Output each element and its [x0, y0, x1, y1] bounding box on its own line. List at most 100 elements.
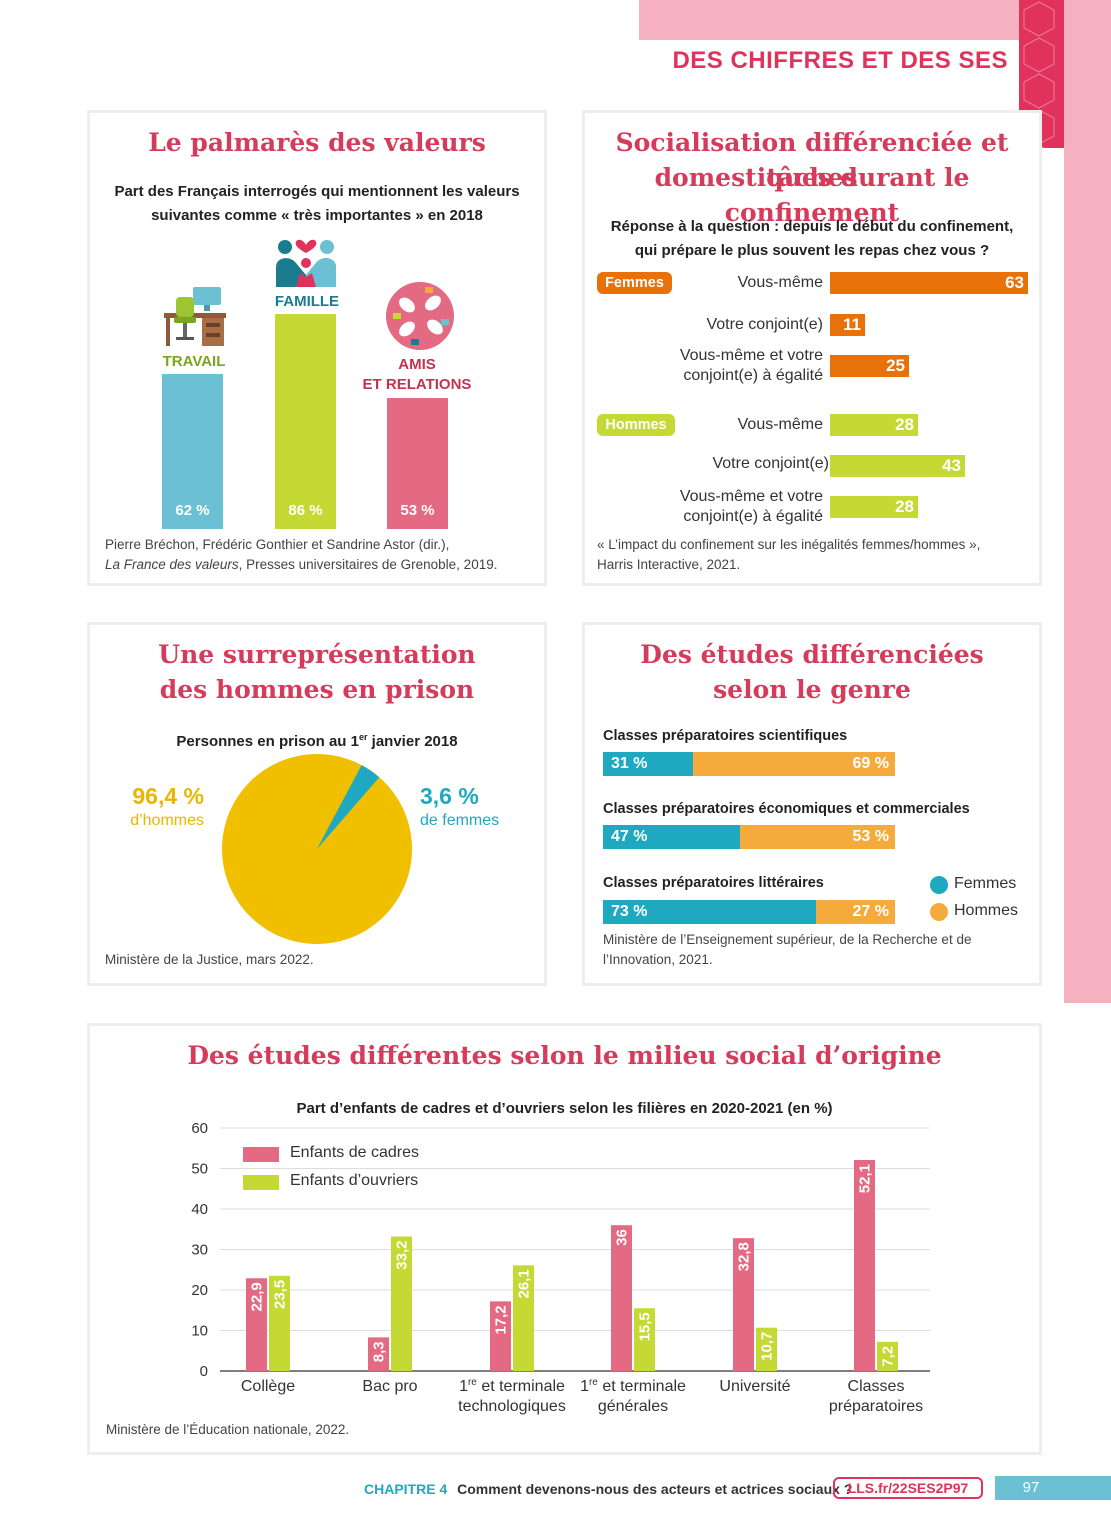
bar-famille	[275, 314, 336, 529]
cpge-eco-label: Classes préparatoires économiques et com…	[603, 801, 970, 817]
cpge-litteraires-hommes: 27 %	[816, 900, 895, 924]
panel-valeurs: Le palmarès des valeurs Part des Françai…	[87, 110, 547, 586]
femmes-vous-meme-label: Vous-même	[737, 274, 823, 291]
socialisation-title-line2: domestiques durant le confinement	[654, 163, 970, 227]
bar-cadres	[611, 1225, 632, 1371]
bar-value-label: 10,7	[759, 1332, 776, 1361]
footer-chapter-title: Comment devenons-nous des acteurs et act…	[457, 1481, 853, 1497]
women-label: de femmes	[420, 812, 500, 829]
prison-title-line2: des hommes en prison	[159, 675, 475, 704]
bar-ouvriers	[391, 1236, 412, 1371]
legend-hommes-label: Hommes	[954, 902, 1019, 919]
socialisation-source-line2: Harris Interactive, 2021.	[597, 557, 741, 572]
pie-slice-femmes	[317, 765, 380, 849]
bar-amis-value: 53 %	[400, 502, 435, 519]
y-tick-label: 40	[191, 1201, 208, 1218]
cpge-litteraires-label: Classes préparatoires littéraires	[603, 875, 824, 891]
cpge-scientifiques-femmes: 31 %	[603, 752, 693, 776]
etudes-genre-source-line2: l’Innovation, 2021.	[603, 952, 713, 967]
femmes-egalite-label-line2: conjoint(e) à égalité	[683, 367, 823, 384]
y-tick-label: 20	[191, 1282, 208, 1299]
y-tick-label: 50	[191, 1161, 208, 1178]
friends-hands-icon	[386, 282, 454, 350]
x-category-label: Université	[719, 1378, 790, 1395]
panel-milieu-social: Des études différentes selon le milieu s…	[87, 1023, 1042, 1455]
bar-value-label: 36	[614, 1229, 631, 1246]
women-value: 3,6 %	[420, 783, 479, 809]
legend-hommes-swatch	[930, 903, 948, 921]
family-icon	[276, 239, 336, 287]
femmes-egalite-bar: 25	[830, 355, 909, 377]
legend-femmes-swatch	[930, 876, 948, 894]
bar-value-label: 15,5	[637, 1312, 654, 1341]
y-tick-label: 60	[191, 1120, 208, 1137]
bar-value-label: 7,2	[880, 1346, 897, 1367]
bar-value-label: 33,2	[394, 1241, 411, 1270]
hommes-conjoint-label: Votre conjoint(e)	[712, 455, 829, 472]
bar-famille-value: 86 %	[288, 502, 323, 519]
bar-amis	[387, 398, 448, 529]
hommes-badge: Hommes	[597, 414, 675, 436]
side-pink-band	[1064, 0, 1111, 1003]
hommes-egalite-bar: 28	[830, 496, 918, 518]
bar-value-label: 22,9	[249, 1282, 266, 1311]
etudes-genre-source-line1: Ministère de l’Enseignement supérieur, d…	[603, 932, 972, 947]
socialisation-question-line2: qui prépare le plus souvent les repas ch…	[634, 242, 990, 259]
y-tick-label: 0	[200, 1363, 208, 1380]
chart-subtitle: Part d’enfants de cadres et d’ouvriers s…	[296, 1100, 833, 1117]
panel-etudes-genre: Des études différenciées selon le genre …	[582, 622, 1042, 986]
chart-source: Ministère de l’Éducation nationale, 2022…	[106, 1422, 350, 1437]
legend-ouvriers-label: Enfants d’ouvriers	[290, 1172, 419, 1189]
legend-cadres-label: Enfants de cadres	[290, 1144, 419, 1161]
footer-link[interactable]: LLS.fr/22SES2P97	[833, 1477, 983, 1499]
page-number: 97	[1022, 1479, 1040, 1496]
femmes-conjoint-bar: 11	[830, 314, 865, 336]
bar-travail	[162, 374, 223, 529]
footer-chapter-number: CHAPITRE 4	[364, 1481, 448, 1497]
prison-source: Ministère de la Justice, mars 2022.	[105, 952, 314, 967]
cpge-scientifiques-label: Classes préparatoires scientifiques	[603, 728, 848, 744]
bar-cadres	[854, 1159, 875, 1371]
prison-pie-chart	[222, 754, 412, 944]
bar-travail-value: 62 %	[175, 502, 210, 519]
x-category-label: 1re et terminale	[459, 1377, 565, 1395]
chart-title: Des études différentes selon le milieu s…	[187, 1041, 942, 1070]
desk-icon	[164, 287, 226, 346]
men-label: d’hommes	[130, 812, 204, 829]
x-category-label-line2: technologiques	[458, 1398, 566, 1415]
bar-value-label: 52,1	[857, 1164, 874, 1193]
bar-ouvriers	[513, 1265, 534, 1371]
socialisation-title-line1: Socialisation différenciée et tâches	[615, 128, 1009, 192]
x-category-label-line2: préparatoires	[829, 1398, 923, 1415]
bar-cadres	[733, 1238, 754, 1371]
milieu-social-bar-chart: 0 10 20 30 40 50 60 22,9 23,5 Collège 8,3 33,2 Bac p…	[191, 1120, 930, 1415]
footer-chapter: CHAPITRE 4 Comment devenons-nous des act…	[364, 1480, 852, 1498]
legend-femmes-label: Femmes	[954, 875, 1017, 892]
hommes-vous-meme-label: Vous-même	[737, 416, 823, 433]
cpge-scientifiques-hommes: 69 %	[693, 752, 895, 776]
valeurs-subtitle-line2: suivantes comme « très importantes » en …	[151, 207, 483, 224]
x-category-label: Bac pro	[362, 1378, 417, 1395]
cpge-eco-hommes: 53 %	[740, 825, 895, 849]
x-category-label: Classes	[848, 1378, 905, 1395]
etudes-genre-title-line2: selon le genre	[713, 675, 911, 704]
hommes-vous-meme-bar: 28	[830, 414, 918, 436]
x-category-label-line2: générales	[598, 1398, 668, 1415]
valeurs-source-line1: Pierre Bréchon, Frédéric Gonthier et San…	[105, 537, 450, 552]
legend-ouvriers-swatch	[243, 1175, 279, 1190]
valeurs-subtitle-line1: Part des Français interrogés qui mention…	[114, 183, 520, 200]
prison-title-line1: Une surreprésentation	[158, 640, 476, 669]
bar-value-label: 23,5	[272, 1280, 289, 1309]
femmes-conjoint-label: Votre conjoint(e)	[706, 316, 823, 333]
header-pink-band	[639, 0, 1079, 40]
cpge-litteraires-femmes: 73 %	[603, 900, 816, 924]
x-category-label: Collège	[241, 1378, 295, 1395]
bar-travail-label: TRAVAIL	[162, 353, 226, 370]
prison-subtitle: Personnes en prison au 1er janvier 2018	[176, 732, 458, 750]
femmes-egalite-label-line1: Vous-même et votre	[679, 347, 823, 364]
bar-famille-label: FAMILLE	[274, 293, 340, 310]
panel-prison: Une surreprésentation des hommes en pris…	[87, 622, 547, 986]
socialisation-source-line1: « L’impact du confinement sur les inégal…	[597, 537, 981, 552]
bar-amis-label-line2: ET RELATIONS	[362, 376, 472, 393]
panel-socialisation: Socialisation différenciée et tâches dom…	[582, 110, 1042, 586]
